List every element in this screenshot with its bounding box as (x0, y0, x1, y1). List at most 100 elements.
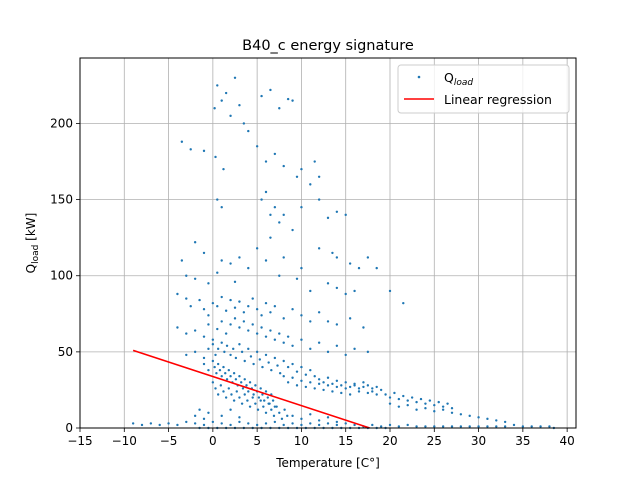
data-point (317, 341, 321, 344)
data-point (375, 393, 378, 396)
data-point (176, 326, 179, 329)
data-point (309, 422, 312, 425)
data-point (213, 365, 216, 369)
data-point (291, 422, 294, 425)
data-point (437, 400, 440, 404)
data-point (233, 306, 237, 309)
data-point (495, 425, 498, 428)
data-point (202, 251, 206, 255)
data-point (176, 423, 179, 427)
data-point (322, 388, 325, 392)
data-point (238, 416, 241, 419)
data-point (258, 358, 261, 361)
data-point (300, 423, 303, 427)
data-point (388, 402, 392, 405)
data-point (242, 311, 246, 314)
data-point (222, 167, 225, 171)
data-point (220, 375, 223, 378)
data-point (283, 408, 286, 411)
data-point (335, 323, 339, 326)
data-point (230, 393, 233, 396)
data-point (313, 387, 316, 390)
data-point (211, 301, 215, 305)
data-point (486, 425, 489, 428)
data-point (251, 323, 254, 326)
regression-line-group (132, 349, 370, 429)
legend-label-qload-main: Q (444, 70, 454, 85)
data-point (406, 403, 409, 407)
data-point (255, 332, 259, 335)
data-point (388, 396, 392, 399)
data-point (273, 338, 277, 341)
data-point (267, 361, 270, 364)
data-point (424, 402, 427, 405)
data-point (348, 317, 352, 320)
data-point (207, 282, 210, 285)
data-point (216, 84, 219, 87)
data-point (232, 371, 236, 375)
data-point (211, 359, 215, 363)
legend-label-qload-sub: load (454, 78, 474, 88)
data-point (202, 362, 206, 366)
data-point (263, 399, 266, 402)
data-point (229, 408, 232, 411)
data-point (433, 425, 436, 428)
data-point (266, 396, 269, 399)
data-point (317, 198, 321, 201)
data-point (185, 353, 188, 357)
y-axis-label-sub: load (31, 245, 41, 264)
data-point (248, 405, 252, 408)
data-point (216, 362, 220, 366)
data-point (180, 140, 184, 143)
data-point (309, 368, 312, 372)
data-point (224, 396, 228, 399)
data-point (251, 396, 254, 399)
data-point (238, 375, 241, 378)
data-point (366, 350, 370, 354)
data-point (317, 378, 321, 381)
data-point (211, 420, 215, 424)
x-tick-label: 35 (515, 434, 530, 448)
data-point (193, 422, 197, 425)
data-point (317, 423, 321, 427)
data-point (335, 379, 339, 382)
data-point (402, 394, 405, 398)
data-point (214, 353, 217, 357)
data-point (260, 94, 263, 98)
data-point (232, 399, 236, 402)
data-point (180, 259, 184, 262)
data-point (477, 416, 480, 419)
data-point (213, 107, 216, 110)
x-tick-label: 40 (560, 434, 575, 448)
data-point (317, 382, 321, 386)
data-point (273, 356, 277, 360)
data-point (247, 390, 250, 393)
data-point (295, 370, 299, 373)
data-point (282, 164, 285, 168)
data-point (291, 228, 294, 232)
data-point (282, 423, 285, 427)
data-point (415, 400, 418, 404)
data-point (406, 423, 409, 427)
data-point (259, 399, 262, 402)
data-point (257, 396, 261, 399)
data-point (362, 385, 365, 389)
data-point (193, 277, 197, 280)
data-point (357, 387, 361, 390)
data-point (240, 350, 244, 354)
data-point (247, 304, 250, 308)
data-point (353, 423, 356, 427)
data-point (202, 356, 206, 360)
data-point (300, 314, 303, 317)
data-point (278, 221, 281, 224)
data-point (260, 314, 263, 317)
data-point (503, 425, 507, 428)
y-tick-label: 0 (65, 421, 73, 435)
data-point (468, 425, 471, 428)
data-point (406, 399, 409, 402)
data-point (366, 391, 370, 395)
data-point (397, 425, 401, 428)
data-point (245, 384, 248, 387)
data-point (225, 378, 229, 381)
data-point (353, 382, 356, 386)
